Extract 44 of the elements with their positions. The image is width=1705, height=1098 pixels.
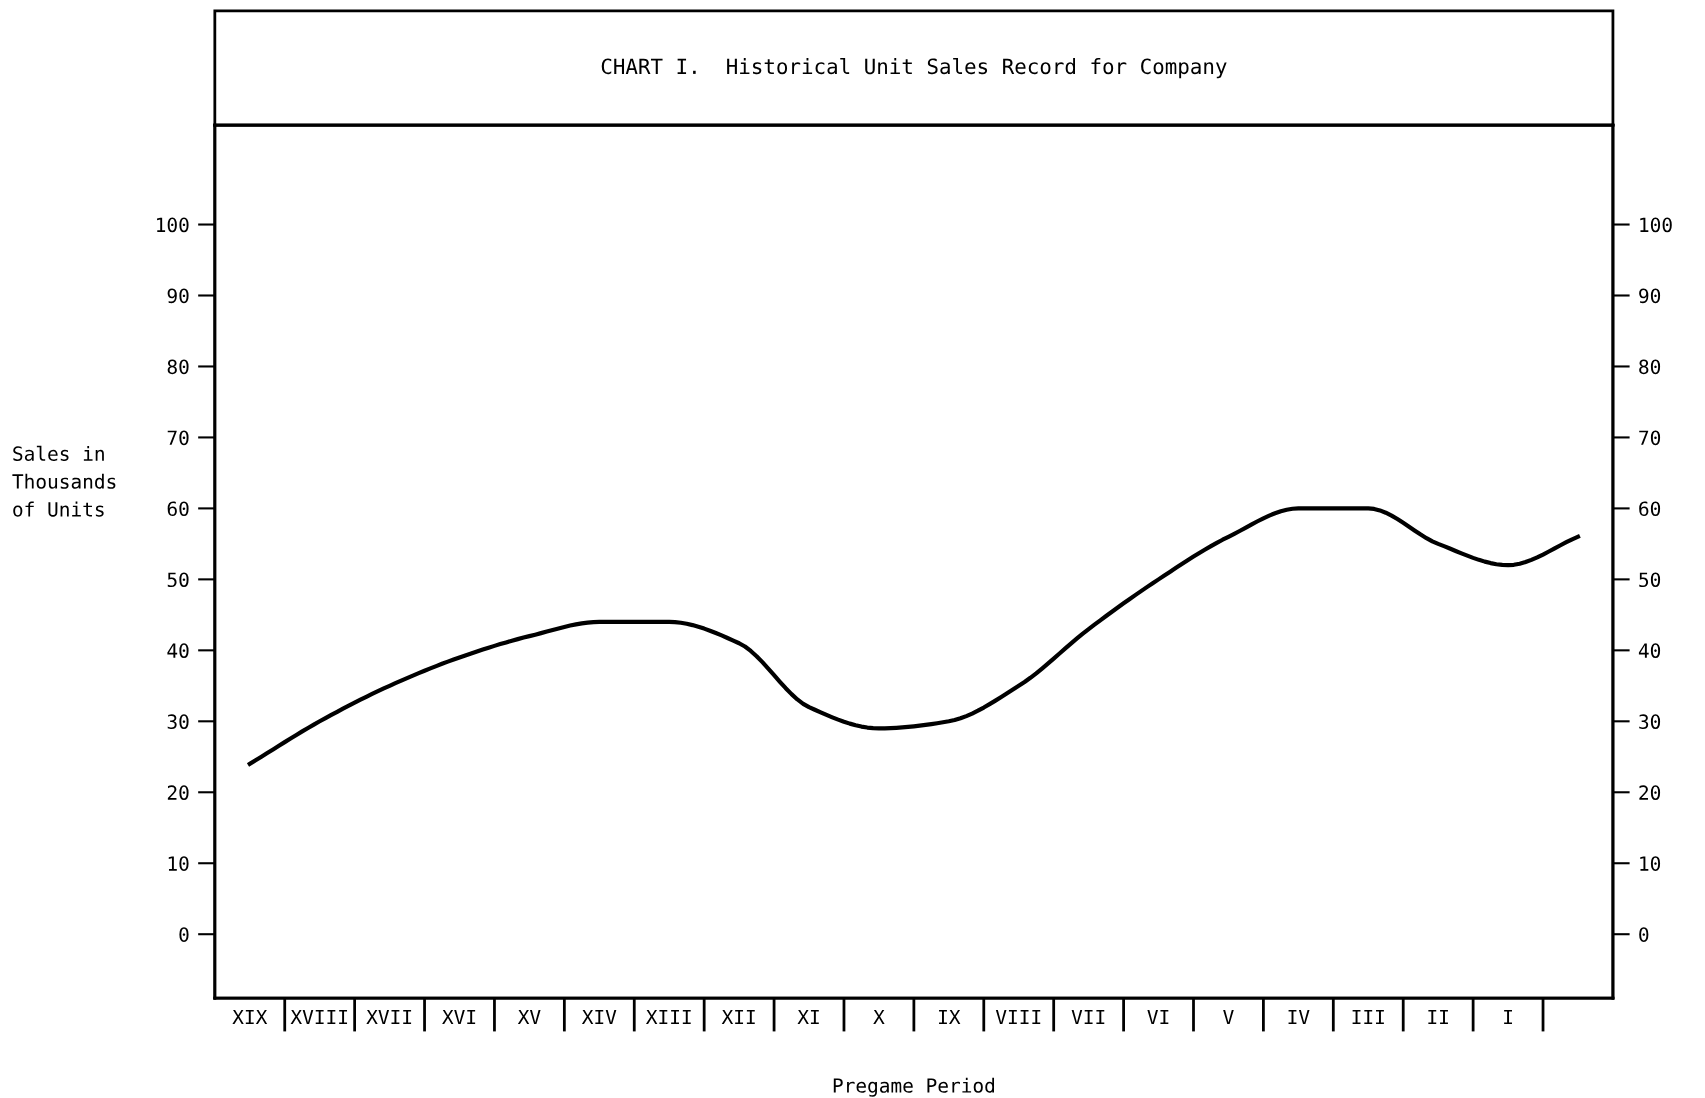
chart-title: CHART I. Historical Unit Sales Record for Company [601, 57, 1227, 79]
x-tick-label: I [1504, 1009, 1512, 1025]
y-tick-label: 80 [167, 359, 189, 375]
x-tick-label: VIII [995, 1009, 1041, 1025]
x-tick-label: XVIII [290, 1009, 348, 1025]
y2-tick-label: 10 [1640, 856, 1661, 871]
x-tick-label: XIII [645, 1009, 691, 1025]
y2-tick-label: 0 [1639, 927, 1649, 942]
y2-tick-label: 40 [1638, 643, 1661, 659]
x-tick-label: XI [797, 1009, 819, 1025]
x-tick-label: IV [1288, 1009, 1310, 1025]
y2-tick-label: 20 [1639, 785, 1661, 800]
x-tick-label: XIV [581, 1009, 617, 1025]
y-tick-label: 60 [167, 501, 189, 517]
x-tick-label: XII [721, 1009, 755, 1025]
y2-tick-label: 30 [1639, 714, 1661, 730]
x-tick-label: VI [1147, 1009, 1169, 1025]
y-tick-label: 30 [167, 714, 189, 730]
x-tick-label: XV [517, 1009, 541, 1025]
x-tick-label: II [1428, 1009, 1448, 1025]
y-tick-label: 10 [168, 856, 189, 871]
x-tick-label: XVI [442, 1009, 476, 1025]
x-tick-label: X [873, 1009, 885, 1025]
x-tick-label: III [1352, 1009, 1384, 1025]
x-tick-label: VII [1071, 1009, 1105, 1025]
y-tick-label: 40 [167, 643, 189, 659]
y-tick-label: 100 [157, 217, 189, 233]
y2-tick-label: 60 [1639, 501, 1661, 517]
x-axis-title: Pregame Period [833, 1077, 995, 1097]
y-tick-label: 20 [167, 785, 189, 800]
y2-tick-label: 100 [1640, 217, 1672, 233]
x-tick-label: XVII [366, 1009, 412, 1025]
y2-tick-label: 90 [1639, 288, 1661, 304]
y-tick-label: 70 [167, 430, 189, 446]
y-tick-label: 90 [167, 288, 189, 304]
y-tick-label: 0 [179, 927, 189, 942]
x-tick-label: IX [939, 1009, 961, 1025]
y2-tick-label: 70 [1639, 430, 1661, 446]
y2-tick-label: 50 [1639, 572, 1661, 588]
x-tick-label: XIX [232, 1009, 268, 1025]
y-tick-label: 50 [167, 572, 189, 588]
x-tick-label: V [1223, 1009, 1234, 1025]
y2-tick-label: 80 [1639, 359, 1661, 375]
y-axis-title: Sales in Thousands of Units [12, 445, 116, 517]
